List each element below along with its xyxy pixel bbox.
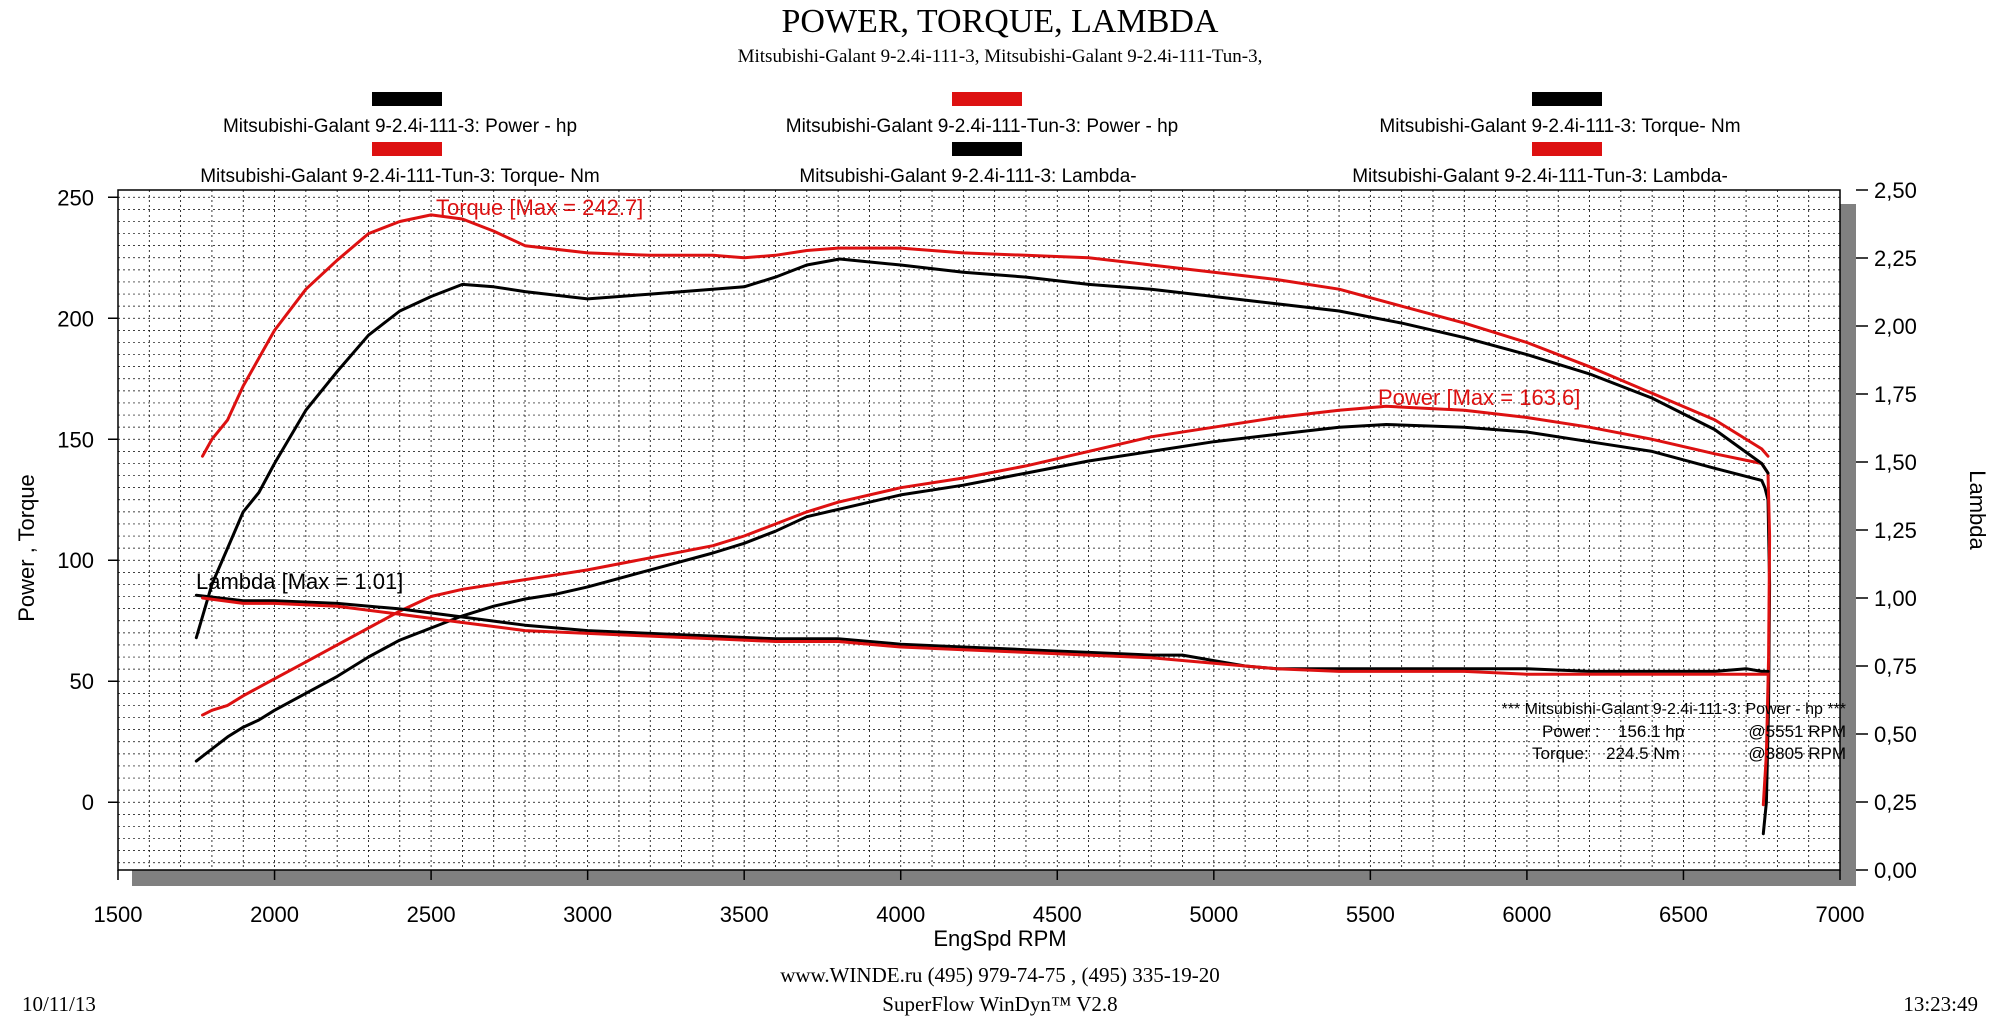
x-tick-label: 3500: [720, 902, 769, 927]
y-tick-label: 50: [70, 669, 94, 694]
x-tick-label: 4500: [1033, 902, 1082, 927]
legend-label-1: Mitsubishi-Galant 9-2.4i-111-3: Power - …: [223, 116, 577, 137]
legend-label-4: Mitsubishi-Galant 9-2.4i-111-Tun-3: Torq…: [200, 166, 600, 187]
x-tick-label: 5000: [1189, 902, 1238, 927]
plot-shadow-bottom: [132, 870, 1852, 886]
summary-box: *** Mitsubishi-Galant 9-2.4i-111-3: Powe…: [1502, 701, 1846, 763]
x-tick-label: 2000: [250, 902, 299, 927]
x-tick-label: 4000: [876, 902, 925, 927]
torque-stock-line: [194, 257, 1770, 640]
legend: Mitsubishi-Galant 9-2.4i-111-3: Power - …: [200, 92, 1741, 187]
x-tick-label: 5500: [1346, 902, 1395, 927]
summary-power-value: 156.1 hp: [1618, 722, 1684, 741]
footer-contact: www.WINDE.ru (495) 979-74-75 , (495) 335…: [780, 963, 1220, 987]
footer-time: 13:23:49: [1903, 992, 1978, 1016]
y2-tick-label: 0,75: [1874, 654, 1917, 679]
summary-torque-label: Torque:: [1532, 744, 1589, 763]
x-tick-label: 2500: [407, 902, 456, 927]
plot-frame: [117, 189, 1841, 871]
legend-label-2: Mitsubishi-Galant 9-2.4i-111-Tun-3: Powe…: [786, 116, 1178, 137]
y-tick-label: 200: [57, 306, 94, 331]
y-axis-title: Power , Torque: [14, 474, 39, 622]
lambda-max-annotation: Lambda [Max = 1.01]: [196, 569, 403, 594]
chart-title: POWER, TORQUE, LAMBDA: [782, 3, 1219, 40]
legend-swatch-3: [1532, 92, 1602, 106]
legend-swatch-6: [1532, 142, 1602, 156]
x-axis-title: EngSpd RPM: [933, 926, 1066, 951]
y-tick-label: 150: [57, 427, 94, 452]
y2-tick-label: 1,00: [1874, 586, 1917, 611]
summary-header: *** Mitsubishi-Galant 9-2.4i-111-3: Powe…: [1502, 701, 1846, 718]
y-tick-label: 250: [57, 185, 94, 210]
lambda-stock-line: [194, 593, 1770, 673]
legend-swatch-4: [372, 142, 442, 156]
y2-axis-title: Lambda: [1965, 470, 1990, 550]
legend-swatch-2: [952, 92, 1022, 106]
x-tick-label: 3000: [563, 902, 612, 927]
footer-date: 10/11/13: [22, 992, 96, 1016]
footer-software: SuperFlow WinDyn™ V2.8: [882, 992, 1117, 1016]
grid: [118, 190, 1840, 870]
summary-torque-value: 224.5 Nm: [1606, 744, 1680, 763]
y2-tick-label: 0,50: [1874, 722, 1917, 747]
x-tick-label: 6500: [1659, 902, 1708, 927]
series-lines: [194, 213, 1772, 836]
y2-tick-label: 0,25: [1874, 790, 1917, 815]
summary-power-rpm: @5551 RPM: [1748, 722, 1846, 741]
legend-swatch-1: [372, 92, 442, 106]
power-stock-line: [194, 423, 1772, 836]
summary-torque-rpm: @3805 RPM: [1748, 744, 1846, 763]
x-tick-label: 7000: [1816, 902, 1865, 927]
y-tick-label: 100: [57, 548, 94, 573]
x-tick-label: 1500: [94, 902, 143, 927]
y2-tick-label: 2,00: [1874, 314, 1917, 339]
summary-power-label: Power :: [1542, 722, 1600, 741]
plot-shadow-right: [1840, 204, 1856, 886]
legend-label-6: Mitsubishi-Galant 9-2.4i-111-Tun-3: Lamb…: [1352, 166, 1728, 187]
y2-tick-label: 1,75: [1874, 382, 1917, 407]
y2-tick-label: 2,25: [1874, 246, 1917, 271]
axis-ticks: 1500 2000 2500 3000 3500 4000 4500 5000 5500 6000…: [57, 178, 1917, 927]
power-tuned-line: [201, 404, 1772, 807]
power-max-annotation: Power [Max = 163.6]: [1378, 385, 1580, 410]
y2-tick-label: 0,00: [1874, 858, 1917, 883]
torque-max-annotation: Torque [Max = 242.7]: [436, 195, 643, 220]
y2-tick-label: 2,50: [1874, 178, 1917, 203]
lambda-tuned-line: [201, 596, 1770, 676]
chart-subtitle: Mitsubishi-Galant 9-2.4i-111-3, Mitsubis…: [738, 46, 1263, 67]
x-tick-label: 6000: [1502, 902, 1551, 927]
legend-label-3: Mitsubishi-Galant 9-2.4i-111-3: Torque- …: [1379, 116, 1740, 137]
y-tick-label: 0: [82, 790, 94, 815]
torque-tuned-line: [201, 213, 1770, 458]
legend-label-5: Mitsubishi-Galant 9-2.4i-111-3: Lambda-: [799, 166, 1136, 187]
y2-tick-label: 1,25: [1874, 518, 1917, 543]
legend-swatch-5: [952, 142, 1022, 156]
y2-tick-label: 1,50: [1874, 450, 1917, 475]
